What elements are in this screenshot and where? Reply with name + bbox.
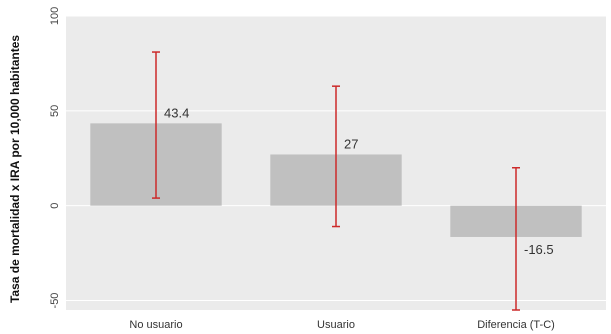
x-tick-label: No usuario: [129, 319, 182, 331]
y-tick-label: 0: [49, 203, 61, 209]
y-axis-ticks: -50 0 50 100: [49, 7, 61, 309]
data-labels: 43.4 27 -16.5: [164, 105, 554, 257]
x-tick-label: Diferencia (T-C): [477, 319, 555, 331]
y-tick-label: 50: [49, 105, 61, 117]
error-bars: [152, 51, 520, 311]
y-tick-label: -50: [49, 293, 61, 309]
y-axis-label: Tasa de mortalidad x IRA por 10,000 habi…: [8, 35, 22, 303]
y-tick-label: 100: [49, 7, 61, 25]
x-tick-label: Usuario: [317, 319, 355, 331]
data-label: 43.4: [164, 105, 189, 120]
data-label: 27: [344, 136, 358, 151]
data-label: -16.5: [524, 242, 554, 257]
x-axis-ticks: No usuario Usuario Diferencia (T-C): [129, 319, 554, 331]
